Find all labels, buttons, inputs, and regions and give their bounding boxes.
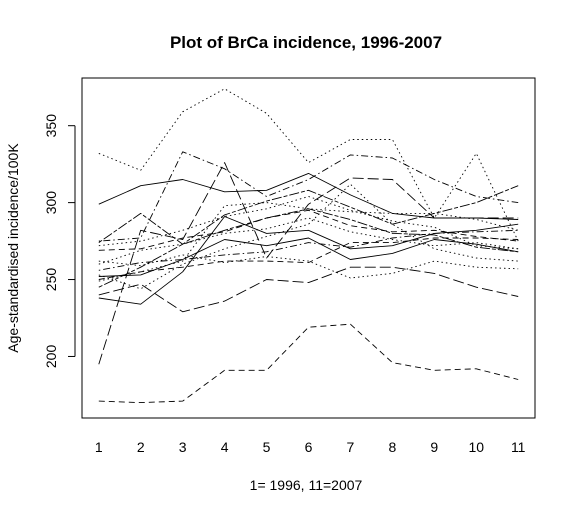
- x-tick-label: 4: [221, 439, 229, 455]
- y-tick-label: 200: [43, 345, 59, 369]
- series-line-17: [98, 183, 519, 290]
- series-line-15: [98, 196, 519, 250]
- series-line-16: [98, 209, 519, 251]
- x-tick-label: 8: [388, 439, 396, 455]
- x-tick-label: 2: [137, 439, 145, 455]
- series-line-7: [98, 266, 519, 313]
- series-line-11: [98, 237, 519, 280]
- plot-frame: [81, 77, 536, 419]
- x-tick-label: 3: [179, 439, 187, 455]
- series-line-3: [98, 151, 519, 242]
- series-line-13: [98, 217, 519, 265]
- series-line-12: [98, 229, 519, 271]
- series-line-5: [98, 185, 519, 245]
- x-tick-label: 6: [305, 439, 313, 455]
- x-axis: 1 2 3 4 5 6 7 8 9 10 11: [95, 439, 526, 455]
- series-line-14: [98, 208, 519, 288]
- series-line-4: [98, 162, 519, 365]
- series-line-8: [98, 216, 519, 305]
- series-line-1: [98, 88, 519, 242]
- chart-title: Plot of BrCa incidence, 1996-2007: [170, 33, 442, 52]
- y-axis-label: Age-standardised incidence/100K: [5, 143, 21, 353]
- x-tick-label: 11: [511, 439, 526, 455]
- y-tick-label: 350: [43, 114, 59, 138]
- series-line-9: [98, 237, 519, 277]
- y-tick-label: 300: [43, 191, 59, 215]
- x-axis-label: 1= 1996, 11=2007: [250, 477, 363, 493]
- y-tick-label: 250: [43, 268, 59, 292]
- x-tick-label: 7: [347, 439, 355, 455]
- x-tick-label: 9: [430, 439, 438, 455]
- series-group: [98, 88, 519, 404]
- series-line-6: [98, 323, 519, 404]
- x-tick-label: 5: [263, 439, 271, 455]
- x-tick-label: 1: [95, 439, 103, 455]
- series-line-10: [98, 254, 519, 279]
- y-axis: 200 250 300 350: [43, 114, 76, 369]
- x-tick-label: 10: [468, 439, 484, 455]
